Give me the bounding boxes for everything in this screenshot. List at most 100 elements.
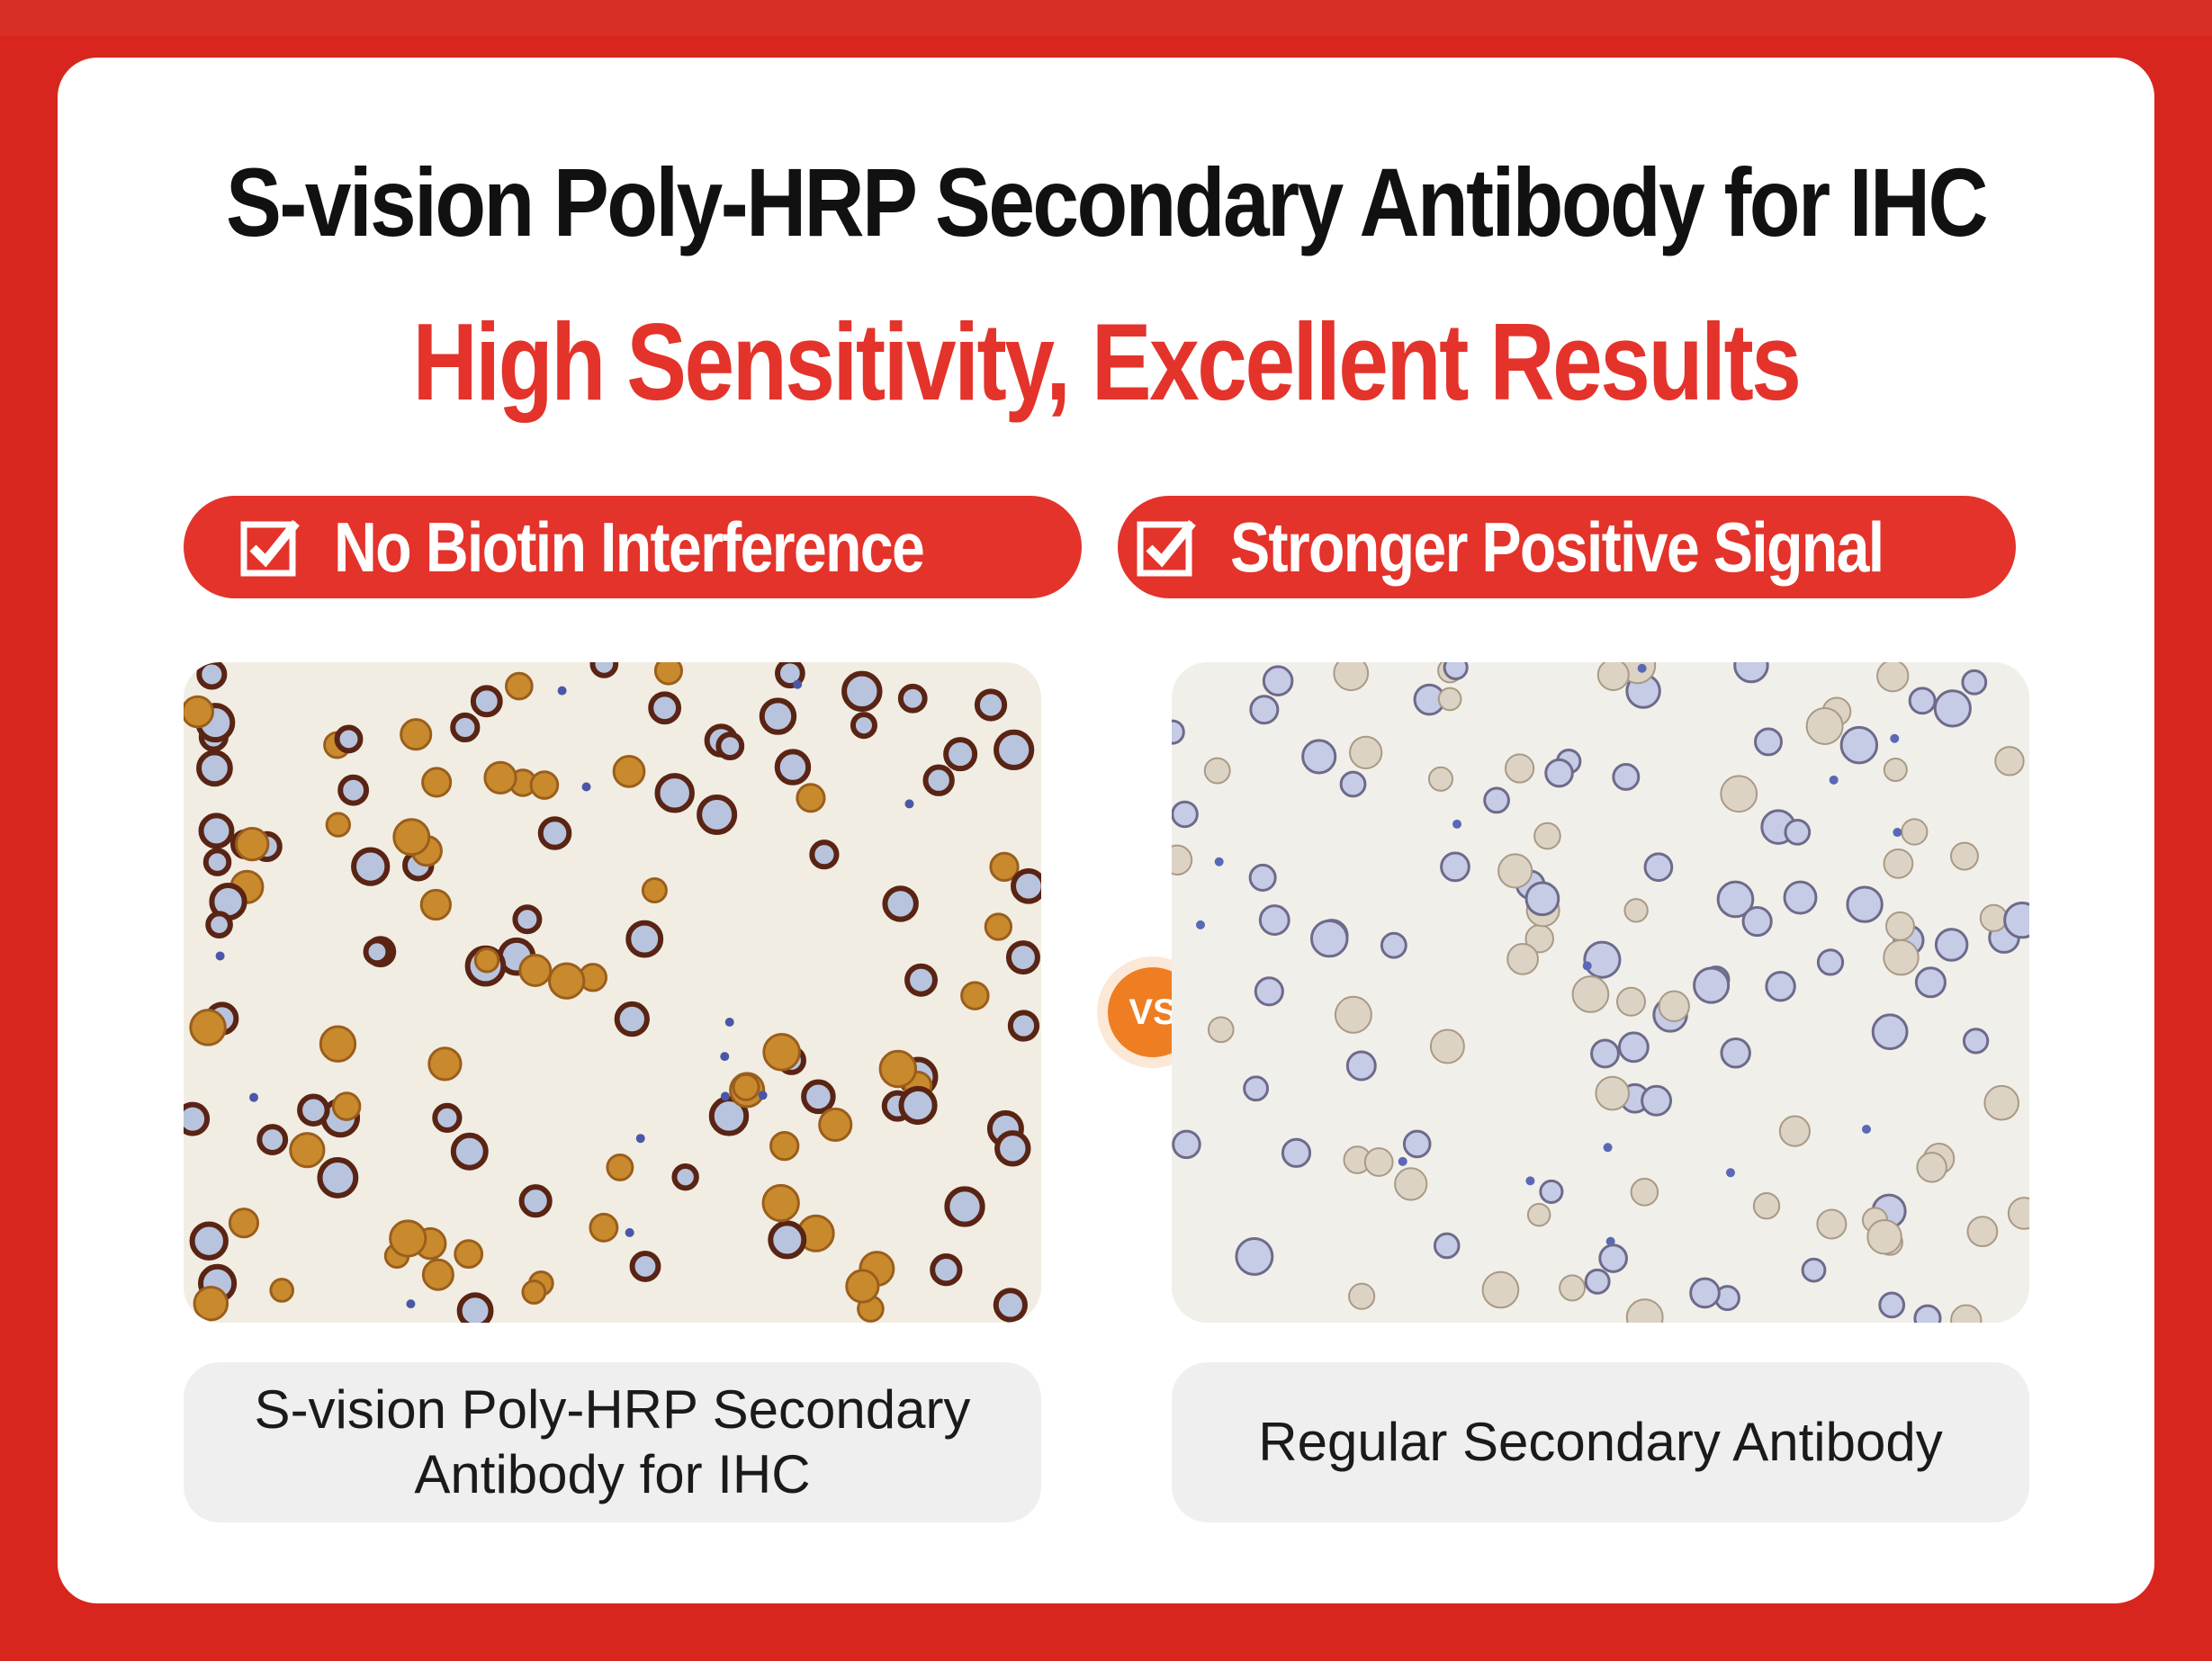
cell-nucleus [512, 904, 543, 935]
cell-nucleus [1437, 687, 1462, 712]
cell-nucleus [720, 1091, 730, 1101]
cell-nucleus [1862, 1125, 1872, 1135]
cell-nucleus [994, 729, 1035, 770]
cell-nucleus [715, 732, 745, 760]
cell-nucleus [1195, 920, 1205, 929]
cell-nucleus [943, 737, 978, 772]
cell-nucleus [406, 1299, 416, 1309]
cell-nucleus [331, 1091, 362, 1121]
cell-nucleus [635, 1134, 645, 1144]
cell-nucleus [1752, 1192, 1781, 1220]
cell-nucleus [400, 718, 433, 751]
cell-nucleus [1172, 1129, 1201, 1160]
cell-nucleus [334, 724, 364, 754]
cell-nucleus [994, 1130, 1031, 1167]
cell-nucleus [1571, 975, 1610, 1013]
cell-nucleus [557, 686, 567, 696]
cell-nucleus [1596, 662, 1630, 691]
cell-nucleus [1481, 1270, 1520, 1309]
cell-nucleus [1402, 1129, 1432, 1159]
cell-nucleus [518, 1184, 553, 1218]
cell-nucleus [796, 783, 826, 813]
cell-nucleus [589, 1212, 619, 1243]
cell-nucleus [1603, 1143, 1613, 1153]
cell-nucleus [1801, 1257, 1827, 1283]
page-title: S-vision Poly-HRP Secondary Antibody for… [226, 148, 1989, 256]
cell-nucleus [581, 782, 591, 792]
cell-nucleus [654, 773, 695, 813]
cell-nucleus [612, 755, 646, 788]
cell-nucleus [904, 963, 938, 997]
cell-nucleus [205, 911, 233, 939]
cell-nucleus [1334, 995, 1372, 1034]
cell-nucleus [317, 1157, 359, 1199]
cell-nucleus [1427, 766, 1454, 792]
cell-nucleus [235, 826, 270, 862]
cell-nucleus [775, 662, 805, 689]
cell-nucleus [1934, 928, 1969, 962]
cell-nucleus [922, 764, 955, 796]
caption-s-vision: S-vision Poly-HRP Secondary Antibody for… [184, 1362, 1041, 1522]
caption-regular: Regular Secondary Antibody [1172, 1362, 2029, 1522]
cell-nucleus [1172, 719, 1185, 745]
cell-nucleus [249, 1092, 259, 1102]
cell-nucleus [427, 1046, 463, 1082]
cell-nucleus [974, 688, 1008, 722]
cell-nucleus [697, 794, 738, 835]
cell-nucleus [1916, 1152, 1947, 1183]
cell-nucleus [1901, 818, 1929, 846]
cell-nucleus [184, 1101, 211, 1136]
cell-nucleus [196, 750, 233, 787]
cell-nucleus [1207, 1016, 1235, 1044]
cell-nucleus [1630, 1178, 1659, 1207]
cell-nucleus [897, 683, 928, 714]
cell-nucleus [421, 1258, 454, 1291]
cell-nucleus [1398, 1156, 1407, 1166]
cell-nucleus [1994, 746, 2025, 777]
cell-nucleus [363, 938, 391, 966]
cell-nucleus [1883, 848, 1914, 879]
cell-nucleus [1254, 976, 1284, 1007]
cell-nucleus [850, 712, 877, 740]
feature-label: No Biotin Interference [333, 507, 925, 587]
cell-nucleus [1876, 662, 1910, 693]
cell-nucleus [944, 1186, 985, 1227]
cell-nucleus [1506, 942, 1539, 975]
cell-nucleus [1617, 1031, 1650, 1064]
cell-nucleus [289, 1132, 326, 1169]
cell-nucleus [1011, 867, 1041, 904]
cell-nucleus [319, 1025, 357, 1063]
cell-nucleus [1866, 1218, 1902, 1255]
cell-nucleus [529, 770, 560, 800]
cell-nucleus [625, 920, 664, 958]
cell-nucleus [184, 695, 214, 729]
cell-nucleus [1301, 739, 1337, 775]
cell-nucleus [389, 1219, 427, 1258]
cell-nucleus [653, 662, 683, 686]
cell-nucleus [732, 1073, 760, 1101]
cell-nucleus [1765, 970, 1796, 1002]
cell-nucleus [1778, 1115, 1811, 1147]
cell-nucleus [762, 1032, 801, 1072]
cell-nucleus [1908, 687, 1937, 715]
cell-nucleus [1816, 948, 1845, 976]
cell-nucleus [1539, 1179, 1564, 1204]
cell-nucleus [228, 1208, 260, 1239]
cell-nucleus [1933, 689, 1972, 728]
cell-nucleus [521, 1279, 547, 1305]
cell-nucleus [1693, 966, 1731, 1004]
cell-nucleus [1333, 662, 1370, 692]
checkbox-icon [240, 519, 300, 577]
cell-nucleus [189, 1221, 229, 1261]
cell-nucleus [1429, 1028, 1465, 1064]
cell-nucleus [1443, 662, 1469, 681]
cell-nucleus [473, 947, 500, 974]
cell-nucleus [1950, 1304, 1983, 1323]
cell-nucleus [325, 812, 352, 838]
cell-nucleus [1625, 1298, 1664, 1323]
feature-badge-stronger-signal: Stronger Positive Signal [1118, 496, 2016, 598]
cell-nucleus [1962, 1028, 1990, 1055]
cell-nucleus [419, 888, 452, 921]
cell-nucleus [1883, 938, 1920, 976]
cell-nucleus [1281, 1137, 1312, 1168]
